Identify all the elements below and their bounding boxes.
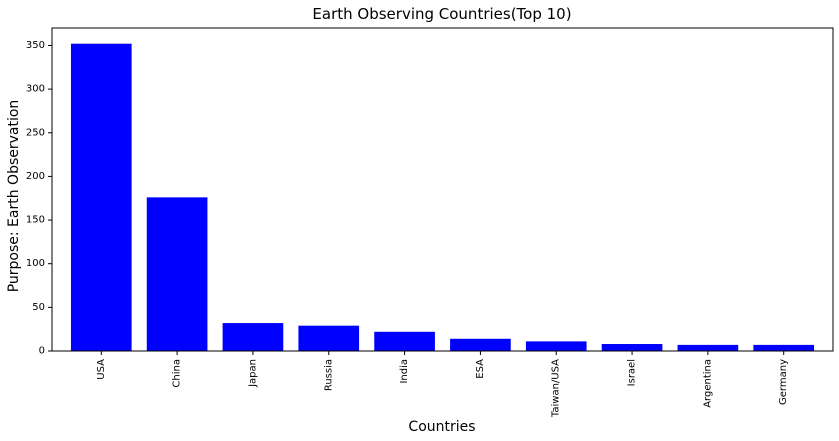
bar-russia bbox=[298, 325, 360, 351]
x-tick-label: Taiwan/USA bbox=[551, 359, 562, 418]
chart-title: Earth Observing Countries(Top 10) bbox=[312, 5, 571, 23]
bar-japan bbox=[222, 323, 284, 351]
bar-china bbox=[146, 197, 208, 351]
x-tick-label: Argentina bbox=[702, 359, 713, 408]
x-tick-label: China bbox=[172, 359, 183, 388]
bar-usa bbox=[70, 43, 132, 352]
x-tick-label: Russia bbox=[323, 359, 334, 391]
y-axis-label: Purpose: Earth Observation bbox=[6, 100, 22, 293]
x-tick-label: Israel bbox=[627, 359, 638, 386]
x-axis-label: Countries bbox=[408, 419, 475, 435]
x-tick-label: India bbox=[399, 359, 410, 384]
x-tick-label: USA bbox=[96, 359, 107, 380]
y-tick-label: 350 bbox=[26, 40, 45, 51]
y-tick-label: 0 bbox=[39, 346, 45, 357]
x-axis-ticks: USA China Japan Russia India ESA Taiwan/USA Isr… bbox=[96, 351, 789, 418]
y-tick-label: 100 bbox=[26, 258, 45, 269]
x-tick-label: Germany bbox=[778, 359, 789, 405]
bar-taiwan-usa bbox=[525, 341, 587, 351]
x-tick-label: Japan bbox=[247, 359, 258, 388]
y-tick-label: 200 bbox=[26, 171, 45, 182]
y-tick-label: 300 bbox=[26, 84, 45, 95]
y-tick-label: 250 bbox=[26, 127, 45, 138]
bar-india bbox=[374, 331, 435, 351]
plot-area-frame bbox=[51, 27, 834, 352]
bar-argentina bbox=[677, 344, 739, 351]
y-tick-label: 150 bbox=[26, 215, 45, 226]
bars-group bbox=[70, 43, 815, 352]
bar-israel bbox=[601, 344, 663, 351]
x-tick-label: ESA bbox=[475, 359, 486, 379]
y-axis-ticks: 0 50 100 150 200 250 300 350 bbox=[26, 40, 52, 357]
y-tick-label: 50 bbox=[32, 302, 45, 313]
bar-germany bbox=[753, 344, 815, 351]
bar-esa bbox=[450, 338, 511, 351]
